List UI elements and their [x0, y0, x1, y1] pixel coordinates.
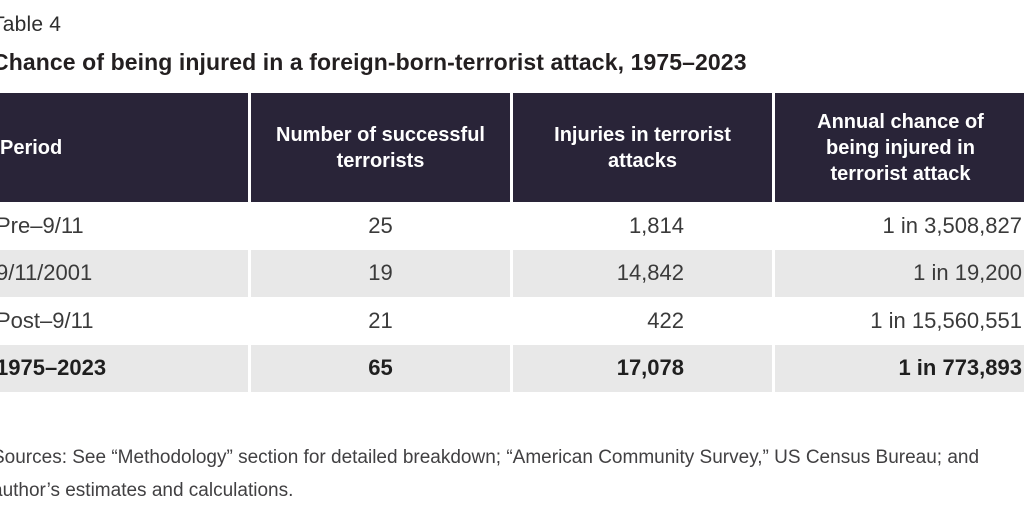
sources-line-1: Sources: See “Methodology” section for d…	[0, 447, 980, 468]
annual-chance-cell: 1 in 15,560,551	[772, 297, 1024, 345]
injuries-cell: 422	[510, 297, 772, 345]
terrorists-cell: 25	[248, 202, 510, 250]
period-cell: 1975–2023	[0, 344, 248, 392]
period-cell: Pre–9/11	[0, 202, 248, 250]
table-row-total-1975-2023: 1975–2023 65 17,078 1 in 773,893	[0, 344, 1024, 392]
terrorists-cell: 65	[248, 344, 510, 392]
annual-chance-cell: 1 in 773,893	[772, 344, 1024, 392]
injuries-cell: 14,842	[510, 249, 772, 297]
injuries-cell: 1,814	[510, 202, 772, 250]
table-header-row: Period Number of successful terrorists I…	[0, 93, 1024, 202]
column-header-period: Period	[0, 93, 248, 202]
data-table: Period Number of successful terrorists I…	[0, 93, 1024, 392]
period-cell: Post–9/11	[0, 297, 248, 345]
sources-line-2: author’s estimates and calculations.	[0, 480, 294, 501]
column-header-injuries: Injuries in terrorist attacks	[510, 93, 772, 202]
figure-title: Chance of being injured in a foreign-bor…	[0, 49, 747, 75]
column-header-successful-terrorists: Number of successful terrorists	[248, 93, 510, 202]
terrorists-cell: 21	[248, 297, 510, 345]
table-row-pre-911: Pre–9/11 25 1,814 1 in 3,508,827	[0, 202, 1024, 250]
sources-note: Sources: See “Methodology” section for d…	[0, 441, 979, 507]
table-number-label: Table 4	[0, 13, 62, 36]
annual-chance-cell: 1 in 19,200	[772, 249, 1024, 297]
column-header-annual-chance: Annual chance of being injured in terror…	[772, 93, 1024, 202]
table-row-911-2001: 9/11/2001 19 14,842 1 in 19,200	[0, 249, 1024, 297]
annual-chance-cell: 1 in 3,508,827	[772, 202, 1024, 250]
table-row-post-911: Post–9/11 21 422 1 in 15,560,551	[0, 297, 1024, 345]
period-cell: 9/11/2001	[0, 249, 248, 297]
terrorists-cell: 19	[248, 249, 510, 297]
injuries-cell: 17,078	[510, 344, 772, 392]
